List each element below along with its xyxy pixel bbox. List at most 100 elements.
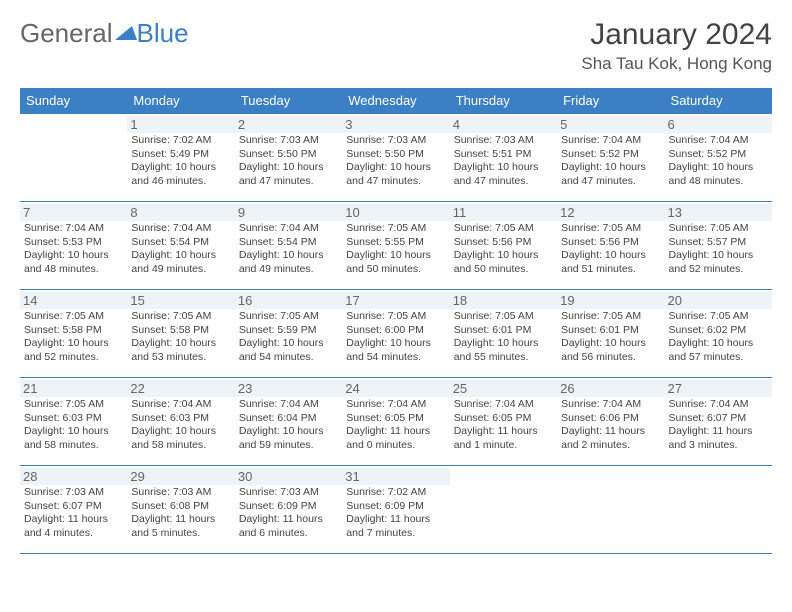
day-number: 29 bbox=[127, 468, 234, 485]
calendar-cell: 29Sunrise: 7:03 AMSunset: 6:08 PMDayligh… bbox=[127, 466, 234, 554]
day-number: 22 bbox=[127, 380, 234, 397]
calendar-cell: 2Sunrise: 7:03 AMSunset: 5:50 PMDaylight… bbox=[235, 114, 342, 202]
day-details: Sunrise: 7:05 AMSunset: 6:00 PMDaylight:… bbox=[346, 310, 445, 365]
calendar-cell: 28Sunrise: 7:03 AMSunset: 6:07 PMDayligh… bbox=[20, 466, 127, 554]
day-details: Sunrise: 7:04 AMSunset: 5:53 PMDaylight:… bbox=[24, 222, 123, 277]
day-number: 20 bbox=[665, 292, 772, 309]
logo: General Blue bbox=[20, 18, 189, 49]
calendar-cell: 14Sunrise: 7:05 AMSunset: 5:58 PMDayligh… bbox=[20, 290, 127, 378]
day-number: 16 bbox=[235, 292, 342, 309]
day-details: Sunrise: 7:04 AMSunset: 6:05 PMDaylight:… bbox=[454, 398, 553, 453]
calendar-cell: 1Sunrise: 7:02 AMSunset: 5:49 PMDaylight… bbox=[127, 114, 234, 202]
weekday-header-row: SundayMondayTuesdayWednesdayThursdayFrid… bbox=[20, 88, 772, 114]
day-details: Sunrise: 7:03 AMSunset: 6:09 PMDaylight:… bbox=[239, 486, 338, 541]
day-details: Sunrise: 7:03 AMSunset: 5:50 PMDaylight:… bbox=[239, 134, 338, 189]
day-details: Sunrise: 7:04 AMSunset: 6:06 PMDaylight:… bbox=[561, 398, 660, 453]
day-details: Sunrise: 7:03 AMSunset: 6:07 PMDaylight:… bbox=[24, 486, 123, 541]
header: General Blue January 2024 Sha Tau Kok, H… bbox=[20, 18, 772, 74]
day-number: 17 bbox=[342, 292, 449, 309]
weekday-header: Wednesday bbox=[342, 88, 449, 114]
day-number: 14 bbox=[20, 292, 127, 309]
day-number: 25 bbox=[450, 380, 557, 397]
day-details: Sunrise: 7:05 AMSunset: 6:01 PMDaylight:… bbox=[561, 310, 660, 365]
day-number: 15 bbox=[127, 292, 234, 309]
weekday-header: Monday bbox=[127, 88, 234, 114]
day-number: 12 bbox=[557, 204, 664, 221]
day-number: 24 bbox=[342, 380, 449, 397]
weekday-header: Sunday bbox=[20, 88, 127, 114]
calendar-cell: 16Sunrise: 7:05 AMSunset: 5:59 PMDayligh… bbox=[235, 290, 342, 378]
day-number: 23 bbox=[235, 380, 342, 397]
day-number: 27 bbox=[665, 380, 772, 397]
calendar-row: 28Sunrise: 7:03 AMSunset: 6:07 PMDayligh… bbox=[20, 466, 772, 554]
calendar-cell: 17Sunrise: 7:05 AMSunset: 6:00 PMDayligh… bbox=[342, 290, 449, 378]
calendar-row: 7Sunrise: 7:04 AMSunset: 5:53 PMDaylight… bbox=[20, 202, 772, 290]
logo-text-1: General bbox=[20, 18, 113, 49]
day-details: Sunrise: 7:05 AMSunset: 6:01 PMDaylight:… bbox=[454, 310, 553, 365]
day-details: Sunrise: 7:04 AMSunset: 6:07 PMDaylight:… bbox=[669, 398, 768, 453]
day-number: 9 bbox=[235, 204, 342, 221]
logo-triangle-icon bbox=[115, 22, 137, 40]
day-details: Sunrise: 7:04 AMSunset: 6:04 PMDaylight:… bbox=[239, 398, 338, 453]
calendar-cell: 15Sunrise: 7:05 AMSunset: 5:58 PMDayligh… bbox=[127, 290, 234, 378]
calendar-cell: 5Sunrise: 7:04 AMSunset: 5:52 PMDaylight… bbox=[557, 114, 664, 202]
day-details: Sunrise: 7:04 AMSunset: 5:54 PMDaylight:… bbox=[239, 222, 338, 277]
day-details: Sunrise: 7:04 AMSunset: 5:52 PMDaylight:… bbox=[561, 134, 660, 189]
location: Sha Tau Kok, Hong Kong bbox=[581, 54, 772, 74]
day-number: 31 bbox=[342, 468, 449, 485]
calendar-cell: 24Sunrise: 7:04 AMSunset: 6:05 PMDayligh… bbox=[342, 378, 449, 466]
weekday-header: Saturday bbox=[665, 88, 772, 114]
day-details: Sunrise: 7:03 AMSunset: 5:51 PMDaylight:… bbox=[454, 134, 553, 189]
calendar-row: 1Sunrise: 7:02 AMSunset: 5:49 PMDaylight… bbox=[20, 114, 772, 202]
day-number: 18 bbox=[450, 292, 557, 309]
calendar-cell: 30Sunrise: 7:03 AMSunset: 6:09 PMDayligh… bbox=[235, 466, 342, 554]
day-details: Sunrise: 7:05 AMSunset: 5:58 PMDaylight:… bbox=[131, 310, 230, 365]
calendar-cell: 20Sunrise: 7:05 AMSunset: 6:02 PMDayligh… bbox=[665, 290, 772, 378]
calendar-cell: 21Sunrise: 7:05 AMSunset: 6:03 PMDayligh… bbox=[20, 378, 127, 466]
day-details: Sunrise: 7:05 AMSunset: 6:02 PMDaylight:… bbox=[669, 310, 768, 365]
title-block: January 2024 Sha Tau Kok, Hong Kong bbox=[581, 18, 772, 74]
day-number: 11 bbox=[450, 204, 557, 221]
day-details: Sunrise: 7:02 AMSunset: 6:09 PMDaylight:… bbox=[346, 486, 445, 541]
day-details: Sunrise: 7:05 AMSunset: 5:56 PMDaylight:… bbox=[561, 222, 660, 277]
calendar-row: 14Sunrise: 7:05 AMSunset: 5:58 PMDayligh… bbox=[20, 290, 772, 378]
day-details: Sunrise: 7:05 AMSunset: 5:57 PMDaylight:… bbox=[669, 222, 768, 277]
calendar-cell bbox=[450, 466, 557, 554]
calendar-cell bbox=[665, 466, 772, 554]
calendar-cell: 6Sunrise: 7:04 AMSunset: 5:52 PMDaylight… bbox=[665, 114, 772, 202]
day-number: 26 bbox=[557, 380, 664, 397]
day-details: Sunrise: 7:05 AMSunset: 5:58 PMDaylight:… bbox=[24, 310, 123, 365]
day-number: 4 bbox=[450, 116, 557, 133]
calendar-cell: 18Sunrise: 7:05 AMSunset: 6:01 PMDayligh… bbox=[450, 290, 557, 378]
day-number: 5 bbox=[557, 116, 664, 133]
day-details: Sunrise: 7:04 AMSunset: 5:52 PMDaylight:… bbox=[669, 134, 768, 189]
calendar-cell: 19Sunrise: 7:05 AMSunset: 6:01 PMDayligh… bbox=[557, 290, 664, 378]
day-number: 13 bbox=[665, 204, 772, 221]
calendar-cell bbox=[557, 466, 664, 554]
calendar-body: 1Sunrise: 7:02 AMSunset: 5:49 PMDaylight… bbox=[20, 114, 772, 554]
day-details: Sunrise: 7:03 AMSunset: 6:08 PMDaylight:… bbox=[131, 486, 230, 541]
day-number: 21 bbox=[20, 380, 127, 397]
calendar-cell: 26Sunrise: 7:04 AMSunset: 6:06 PMDayligh… bbox=[557, 378, 664, 466]
day-number: 2 bbox=[235, 116, 342, 133]
day-number: 6 bbox=[665, 116, 772, 133]
weekday-header: Friday bbox=[557, 88, 664, 114]
day-details: Sunrise: 7:03 AMSunset: 5:50 PMDaylight:… bbox=[346, 134, 445, 189]
calendar-cell: 27Sunrise: 7:04 AMSunset: 6:07 PMDayligh… bbox=[665, 378, 772, 466]
day-details: Sunrise: 7:05 AMSunset: 6:03 PMDaylight:… bbox=[24, 398, 123, 453]
calendar-cell: 25Sunrise: 7:04 AMSunset: 6:05 PMDayligh… bbox=[450, 378, 557, 466]
calendar-cell: 8Sunrise: 7:04 AMSunset: 5:54 PMDaylight… bbox=[127, 202, 234, 290]
day-number: 7 bbox=[20, 204, 127, 221]
logo-text-2: Blue bbox=[137, 18, 189, 49]
day-number: 8 bbox=[127, 204, 234, 221]
calendar-cell: 12Sunrise: 7:05 AMSunset: 5:56 PMDayligh… bbox=[557, 202, 664, 290]
month-title: January 2024 bbox=[581, 18, 772, 52]
calendar-cell: 9Sunrise: 7:04 AMSunset: 5:54 PMDaylight… bbox=[235, 202, 342, 290]
calendar-row: 21Sunrise: 7:05 AMSunset: 6:03 PMDayligh… bbox=[20, 378, 772, 466]
calendar-cell: 4Sunrise: 7:03 AMSunset: 5:51 PMDaylight… bbox=[450, 114, 557, 202]
day-details: Sunrise: 7:04 AMSunset: 6:03 PMDaylight:… bbox=[131, 398, 230, 453]
calendar-cell: 11Sunrise: 7:05 AMSunset: 5:56 PMDayligh… bbox=[450, 202, 557, 290]
day-number: 10 bbox=[342, 204, 449, 221]
calendar-cell: 13Sunrise: 7:05 AMSunset: 5:57 PMDayligh… bbox=[665, 202, 772, 290]
day-details: Sunrise: 7:05 AMSunset: 5:59 PMDaylight:… bbox=[239, 310, 338, 365]
